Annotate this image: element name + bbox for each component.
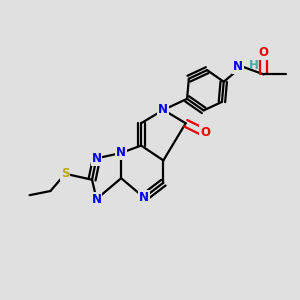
Text: N: N <box>158 103 168 116</box>
Text: H: H <box>248 59 258 72</box>
Text: O: O <box>259 46 269 59</box>
Text: N: N <box>116 146 126 160</box>
Text: N: N <box>233 60 243 73</box>
Text: S: S <box>61 167 70 180</box>
Text: O: O <box>200 126 210 139</box>
Text: N: N <box>139 191 149 204</box>
Text: N: N <box>92 152 101 165</box>
Text: N: N <box>92 193 101 206</box>
